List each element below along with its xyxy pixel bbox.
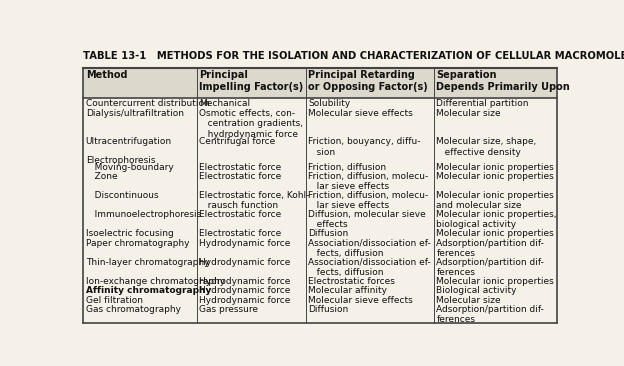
Text: Friction, bouyancy, diffu-
   sion: Friction, bouyancy, diffu- sion: [308, 137, 421, 157]
Text: Mechanical: Mechanical: [200, 100, 251, 108]
Text: Molecular sieve effects: Molecular sieve effects: [308, 296, 413, 305]
Text: Diffusion, molecular sieve
   effects: Diffusion, molecular sieve effects: [308, 210, 426, 229]
Text: Electrostatic force: Electrostatic force: [200, 163, 281, 172]
Text: Hydrodynamic force: Hydrodynamic force: [200, 258, 291, 266]
Text: Ion-exchange chromatography: Ion-exchange chromatography: [85, 277, 225, 285]
Text: Electrostatic force, Kohl-
   rausch function: Electrostatic force, Kohl- rausch functi…: [200, 191, 310, 210]
Text: Electrophoresis: Electrophoresis: [85, 156, 155, 165]
Text: Molecular size: Molecular size: [436, 296, 501, 305]
Text: Molecular size: Molecular size: [436, 109, 501, 118]
Text: Diffusion: Diffusion: [308, 305, 349, 314]
Text: TABLE 13-1   METHODS FOR THE ISOLATION AND CHARACTERIZATION OF CELLULAR MACROMOL: TABLE 13-1 METHODS FOR THE ISOLATION AND…: [83, 51, 624, 61]
Text: Zone: Zone: [85, 172, 117, 181]
Text: Gas pressure: Gas pressure: [200, 305, 258, 314]
Text: Gel filtration: Gel filtration: [85, 296, 143, 305]
Text: Ultracentrifugation: Ultracentrifugation: [85, 137, 172, 146]
Text: Biological activity: Biological activity: [436, 286, 517, 295]
Text: Friction, diffusion, molecu-
   lar sieve effects: Friction, diffusion, molecu- lar sieve e…: [308, 191, 429, 210]
Text: Dialysis/ultrafiltration: Dialysis/ultrafiltration: [85, 109, 183, 118]
Text: Hydrodynamic force: Hydrodynamic force: [200, 277, 291, 285]
Text: Paper chromatography: Paper chromatography: [85, 239, 189, 247]
Text: Thin-layer chromatography: Thin-layer chromatography: [85, 258, 209, 266]
Text: Solubility: Solubility: [308, 100, 351, 108]
Text: Separation
Depends Primarily Upon: Separation Depends Primarily Upon: [436, 70, 570, 92]
Text: Association/dissociation ef-
   fects, diffusion: Association/dissociation ef- fects, diff…: [308, 258, 431, 277]
Text: Electrostatic forces: Electrostatic forces: [308, 277, 396, 285]
Text: Hydrodynamic force: Hydrodynamic force: [200, 296, 291, 305]
Text: Principal
Impelling Factor(s): Principal Impelling Factor(s): [200, 70, 304, 92]
Text: Association/dissociation ef-
   fects, diffusion: Association/dissociation ef- fects, diff…: [308, 239, 431, 258]
Text: Electrostatic force: Electrostatic force: [200, 229, 281, 238]
Bar: [83, 68, 557, 98]
Text: Centrifugal force: Centrifugal force: [200, 137, 276, 146]
Text: Molecular ionic properties
and molecular size: Molecular ionic properties and molecular…: [436, 191, 554, 210]
Text: Friction, diffusion: Friction, diffusion: [308, 163, 387, 172]
Text: Hydrodynamic force: Hydrodynamic force: [200, 286, 291, 295]
Text: Hydrodynamic force: Hydrodynamic force: [200, 239, 291, 247]
Text: Molecular size, shape,
   effective density: Molecular size, shape, effective density: [436, 137, 537, 157]
Text: Molecular affinity: Molecular affinity: [308, 286, 388, 295]
Text: Immunoelectrophoresis: Immunoelectrophoresis: [85, 210, 201, 219]
Text: Adsorption/partition dif-
ferences: Adsorption/partition dif- ferences: [436, 258, 544, 277]
Text: Affinity chromatography: Affinity chromatography: [85, 286, 211, 295]
Text: Moving-boundary: Moving-boundary: [85, 163, 173, 172]
Text: Molecular ionic properties,
biological activity: Molecular ionic properties, biological a…: [436, 210, 557, 229]
Text: Diffusion: Diffusion: [308, 229, 349, 238]
Text: Countercurrent distribution: Countercurrent distribution: [85, 100, 210, 108]
Text: Gas chromatography: Gas chromatography: [85, 305, 181, 314]
Text: Molecular ionic properties: Molecular ionic properties: [436, 277, 554, 285]
Text: Adsorption/partition dif-
ferences: Adsorption/partition dif- ferences: [436, 305, 544, 324]
Text: Principal Retarding
or Opposing Factor(s): Principal Retarding or Opposing Factor(s…: [308, 70, 428, 92]
Text: Electrostatic force: Electrostatic force: [200, 210, 281, 219]
Text: Molecular ionic properties: Molecular ionic properties: [436, 163, 554, 172]
Text: Molecular ionic properties: Molecular ionic properties: [436, 172, 554, 181]
Text: Molecular ionic properties: Molecular ionic properties: [436, 229, 554, 238]
Text: Osmotic effects, con-
   centration gradients,
   hydrodynamic force: Osmotic effects, con- centration gradien…: [200, 109, 303, 139]
Text: Adsorption/partition dif-
ferences: Adsorption/partition dif- ferences: [436, 239, 544, 258]
Text: Molecular sieve effects: Molecular sieve effects: [308, 109, 413, 118]
Text: Electrostatic force: Electrostatic force: [200, 172, 281, 181]
Text: Method: Method: [85, 70, 127, 80]
Text: Isoelectric focusing: Isoelectric focusing: [85, 229, 173, 238]
Text: Differential partition: Differential partition: [436, 100, 529, 108]
Text: Discontinuous: Discontinuous: [85, 191, 158, 200]
Text: Friction, diffusion, molecu-
   lar sieve effects: Friction, diffusion, molecu- lar sieve e…: [308, 172, 429, 191]
